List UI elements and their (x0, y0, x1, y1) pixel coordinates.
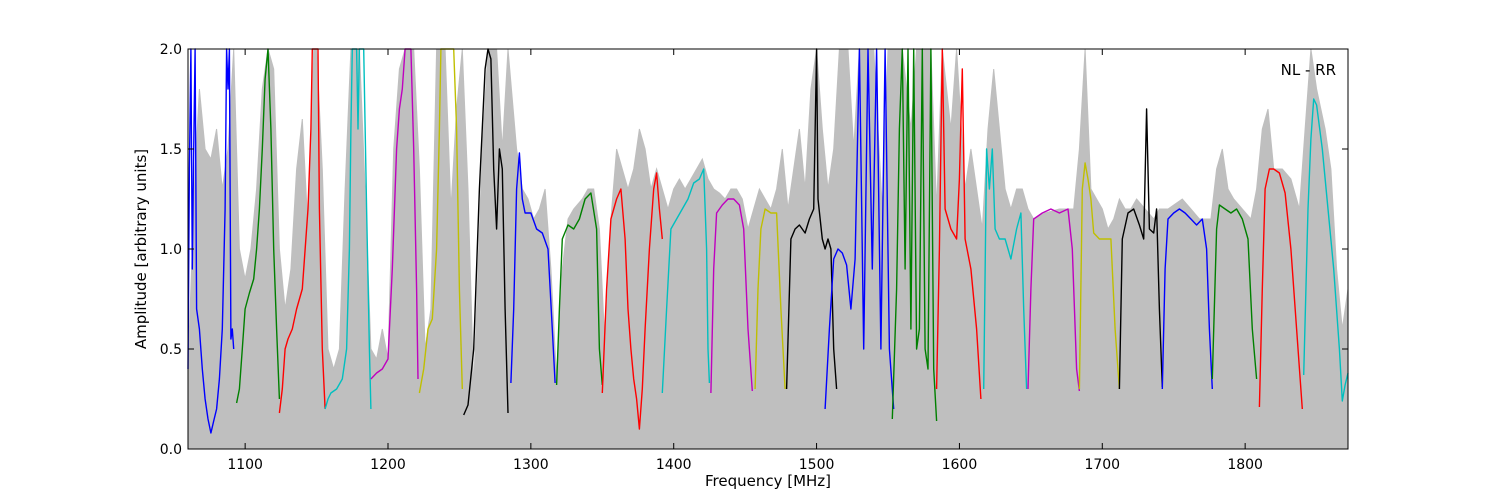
y-tick-label: 1.0 (160, 242, 182, 258)
plot-area (187, 48, 1349, 450)
series-line-10 (601, 172, 663, 430)
x-tick-label: 1500 (799, 457, 835, 473)
series-line-3 (278, 48, 326, 414)
y-axis: 0.0 0.5 1.0 1.5 2.0 (160, 42, 1348, 458)
legend-label: NL - RR (1281, 61, 1336, 79)
x-axis-label: Frequency [MHz] (705, 472, 831, 490)
series-line-16 (891, 48, 938, 422)
series-line-24 (1258, 168, 1303, 410)
series-line-21 (1118, 108, 1163, 390)
series-line-12 (710, 198, 753, 394)
x-tick-label: 1200 (370, 457, 406, 473)
series-line-4 (324, 48, 372, 410)
x-tick-label: 1300 (513, 457, 549, 473)
series-line-23 (1211, 204, 1258, 380)
series-line-9 (555, 192, 603, 386)
series-line-11 (661, 168, 711, 394)
series-line-25 (1303, 98, 1349, 402)
x-tick-label: 1100 (227, 457, 263, 473)
series-line-13 (754, 208, 786, 390)
y-tick-label: 2.0 (160, 42, 182, 58)
y-tick-label: 0.0 (160, 442, 182, 458)
series-line-19 (1027, 208, 1081, 392)
series-line-8 (510, 152, 556, 384)
series-line-7 (463, 48, 509, 416)
series-line-5 (370, 48, 419, 380)
y-tick-label: 1.5 (160, 142, 182, 158)
x-tick-label: 1800 (1227, 457, 1263, 473)
x-tick-label: 1700 (1084, 457, 1120, 473)
series-line-6 (418, 48, 463, 394)
x-tick-label: 1600 (942, 457, 978, 473)
series-line-18 (983, 148, 1028, 390)
series-line-17 (935, 48, 982, 400)
series-line-2 (235, 48, 281, 404)
series-line-20 (1078, 162, 1121, 390)
series-layer (187, 48, 1349, 434)
y-tick-label: 0.5 (160, 342, 182, 358)
y-axis-label: Amplitude [arbitrary units] (132, 149, 150, 349)
series-line-22 (1161, 208, 1213, 390)
x-axis: 1100 1200 1300 1400 1500 1600 1700 1800 (227, 49, 1263, 473)
x-tick-label: 1400 (656, 457, 692, 473)
series-line-1 (187, 48, 235, 434)
